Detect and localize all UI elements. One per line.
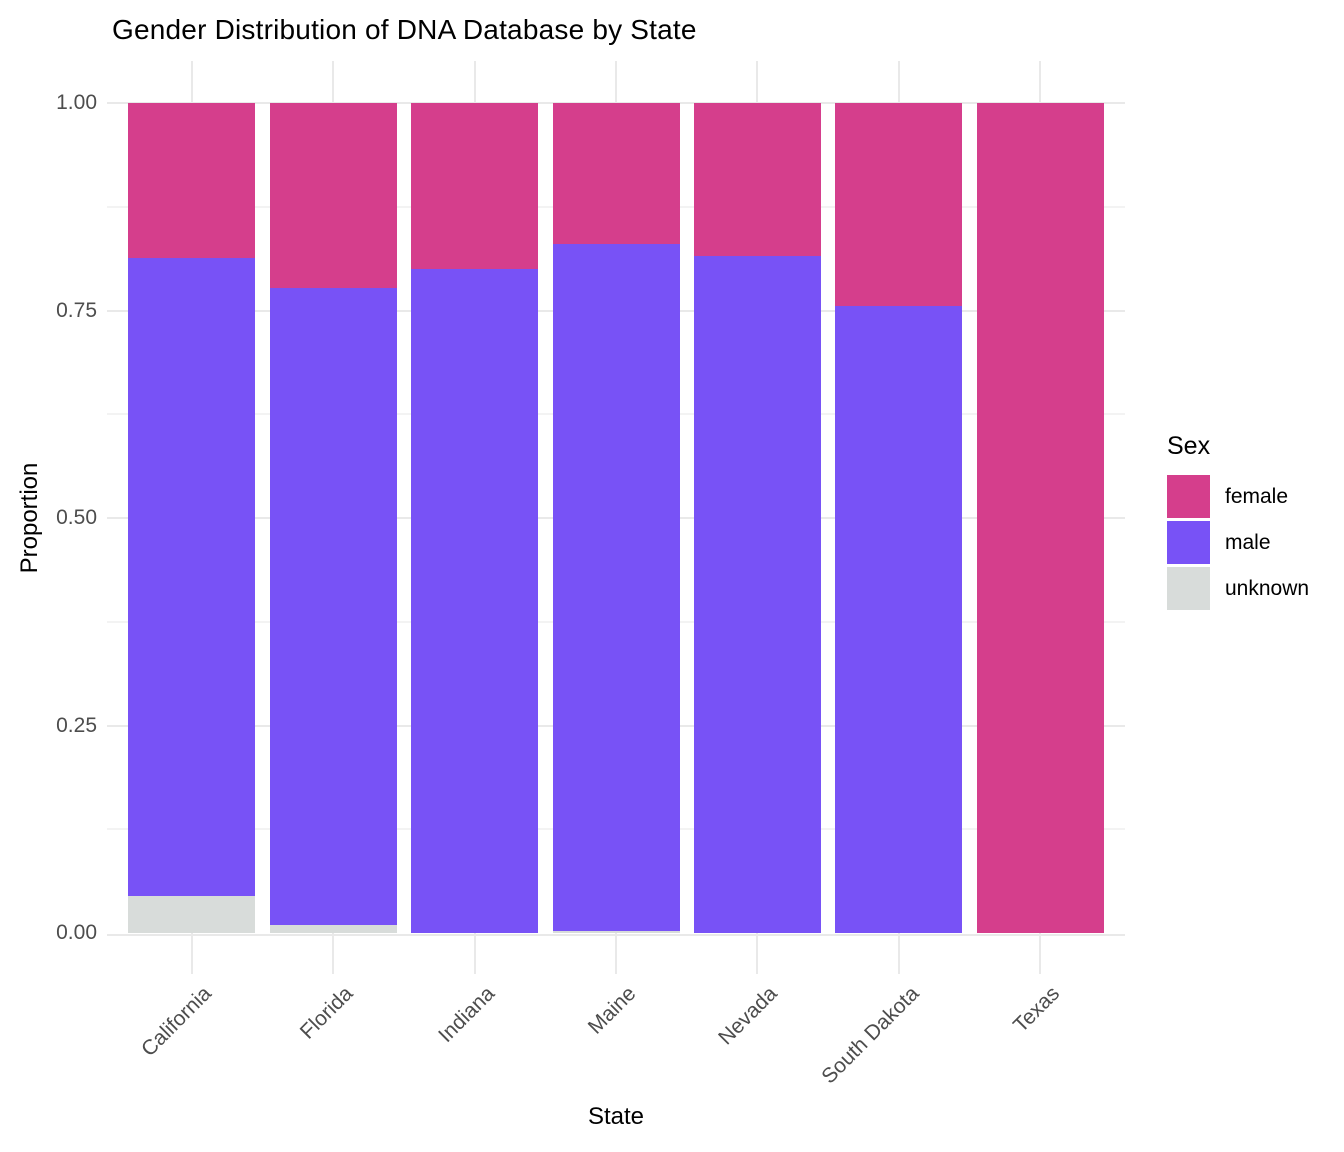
- bar-segment-maine-female: [552, 103, 680, 245]
- bar-segment-texas-female: [976, 103, 1104, 933]
- plot-panel: [107, 61, 1125, 974]
- bar-segment-florida-unknown: [269, 924, 397, 933]
- chart-title: Gender Distribution of DNA Database by S…: [112, 14, 697, 45]
- legend-label: male: [1225, 530, 1271, 554]
- legend-swatch-male: [1167, 521, 1210, 564]
- x-tick-label: Maine: [583, 982, 641, 1039]
- legend-entry-female: female: [1167, 475, 1309, 518]
- y-tick-label: 0.00: [56, 921, 97, 944]
- x-tick-label: Nevada: [714, 982, 782, 1050]
- bar-segment-south-dakota-female: [835, 103, 963, 307]
- y-tick-label: 0.50: [56, 506, 97, 529]
- bar-segment-florida-female: [269, 103, 397, 289]
- y-tick-label: 0.25: [56, 713, 97, 737]
- y-tick-label: 1.00: [56, 91, 97, 114]
- legend-swatch-female: [1167, 475, 1210, 518]
- bar-segment-california-unknown: [128, 895, 256, 933]
- x-tick-label: Texas: [1009, 982, 1065, 1038]
- x-tick-label: Florida: [295, 982, 358, 1044]
- x-axis-title: State: [587, 1103, 645, 1130]
- legend-entries: female male unknown: [1167, 475, 1309, 610]
- legend-swatch-unknown: [1167, 567, 1210, 610]
- y-axis-title: Proportion: [16, 462, 43, 574]
- y-tick-label: 0.75: [56, 298, 97, 322]
- legend-entry-unknown: unknown: [1167, 567, 1309, 610]
- legend: Sex female male unknown: [1167, 432, 1309, 613]
- legend-label: female: [1225, 484, 1289, 508]
- bar-segment-nevada-male: [693, 255, 821, 933]
- x-tick-label: South Dakota: [816, 982, 924, 1089]
- x-tick-label: Indiana: [433, 982, 499, 1047]
- x-tick-label: California: [137, 982, 217, 1061]
- bar-segment-florida-male: [269, 288, 397, 925]
- bar-segment-california-female: [128, 103, 256, 259]
- legend-label: unknown: [1225, 576, 1310, 600]
- bar-segment-nevada-female: [693, 103, 821, 256]
- legend-title: Sex: [1167, 432, 1211, 460]
- bar-segment-maine-male: [552, 244, 680, 932]
- bar-segment-indiana-female: [411, 103, 539, 269]
- legend-entry-male: male: [1167, 521, 1309, 564]
- bar-segment-indiana-male: [411, 269, 539, 933]
- bar-segment-south-dakota-male: [835, 306, 963, 933]
- bar-segment-maine-unknown: [552, 931, 680, 933]
- bar-segment-california-male: [128, 258, 256, 896]
